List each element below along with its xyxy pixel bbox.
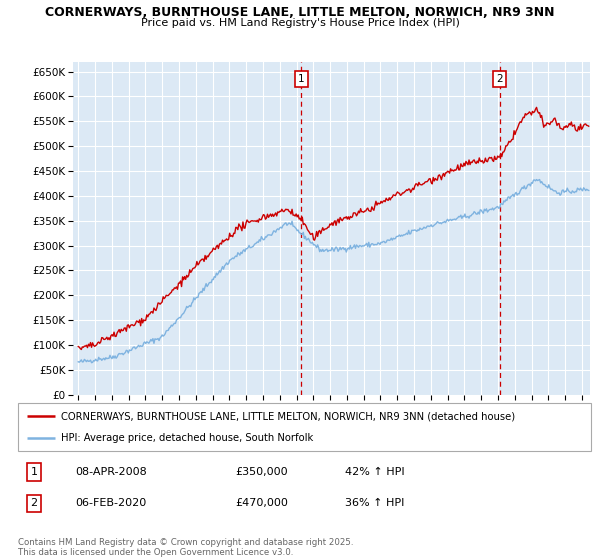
Text: 42% ↑ HPI: 42% ↑ HPI [344,467,404,477]
Text: Price paid vs. HM Land Registry's House Price Index (HPI): Price paid vs. HM Land Registry's House … [140,18,460,28]
Text: 08-APR-2008: 08-APR-2008 [76,467,147,477]
Text: CORNERWAYS, BURNTHOUSE LANE, LITTLE MELTON, NORWICH, NR9 3NN: CORNERWAYS, BURNTHOUSE LANE, LITTLE MELT… [45,6,555,18]
Text: 1: 1 [298,74,304,84]
Text: £470,000: £470,000 [236,498,289,508]
Text: HPI: Average price, detached house, South Norfolk: HPI: Average price, detached house, Sout… [61,433,313,443]
Text: 1: 1 [31,467,38,477]
Text: CORNERWAYS, BURNTHOUSE LANE, LITTLE MELTON, NORWICH, NR9 3NN (detached house): CORNERWAYS, BURNTHOUSE LANE, LITTLE MELT… [61,411,515,421]
Text: 2: 2 [31,498,38,508]
Text: Contains HM Land Registry data © Crown copyright and database right 2025.
This d: Contains HM Land Registry data © Crown c… [18,538,353,557]
Text: 2: 2 [496,74,503,84]
Text: £350,000: £350,000 [236,467,289,477]
Text: 06-FEB-2020: 06-FEB-2020 [76,498,146,508]
Text: 36% ↑ HPI: 36% ↑ HPI [344,498,404,508]
